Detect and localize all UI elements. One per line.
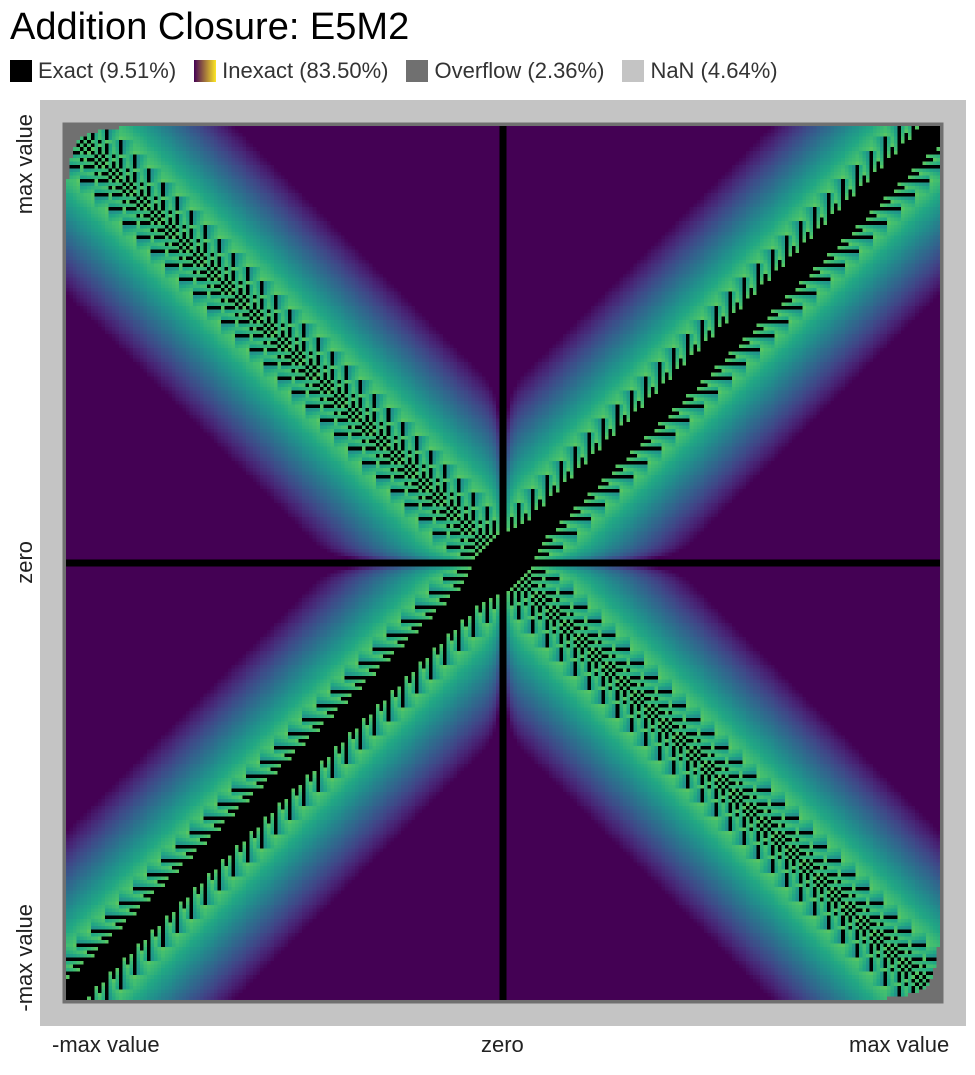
legend-item-nan: NaN (4.64%) [622, 58, 777, 84]
legend-item-exact: Exact (9.51%) [10, 58, 176, 84]
legend: Exact (9.51%) Inexact (83.50%) Overflow … [10, 58, 778, 84]
legend-item-overflow: Overflow (2.36%) [406, 58, 604, 84]
legend-swatch-overflow [406, 60, 428, 82]
legend-swatch-exact [10, 60, 32, 82]
legend-swatch-nan [622, 60, 644, 82]
y-tick-label: zero [12, 541, 38, 584]
legend-label: Inexact (83.50%) [222, 58, 388, 84]
y-tick-label: -max value [12, 904, 38, 1012]
closure-heatmap [52, 112, 954, 1014]
legend-label: Overflow (2.36%) [434, 58, 604, 84]
x-tick-label: -max value [52, 1032, 160, 1058]
x-tick-label: zero [481, 1032, 524, 1058]
legend-label: Exact (9.51%) [38, 58, 176, 84]
plot-frame [40, 100, 966, 1026]
legend-item-inexact: Inexact (83.50%) [194, 58, 388, 84]
legend-label: NaN (4.64%) [650, 58, 777, 84]
legend-swatch-inexact [194, 60, 216, 82]
chart-title: Addition Closure: E5M2 [10, 6, 409, 49]
x-tick-label: max value [849, 1032, 949, 1058]
y-tick-label: max value [12, 114, 38, 214]
